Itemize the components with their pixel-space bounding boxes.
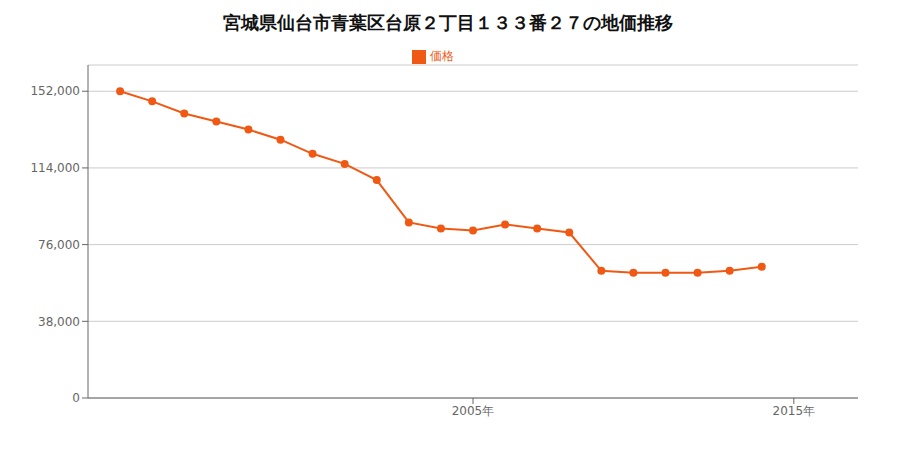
html-text:宮城県仙台市青葉区台原２丁目１３３番２７の地価推移: 宮城県仙台市青葉区台原２丁目１３３番２７の地価推移	[223, 12, 673, 33]
svg-text:2015年: 2015年	[773, 404, 816, 418]
svg-text:152,000: 152,000	[30, 84, 80, 98]
svg-text:2005年: 2005年	[452, 404, 495, 418]
svg-text:114,000: 114,000	[30, 161, 80, 175]
svg-text:0: 0	[72, 391, 80, 405]
html-text:価格: 価格	[430, 49, 454, 63]
svg-text:38,000: 38,000	[38, 315, 80, 329]
svg-text:76,000: 76,000	[38, 238, 80, 252]
